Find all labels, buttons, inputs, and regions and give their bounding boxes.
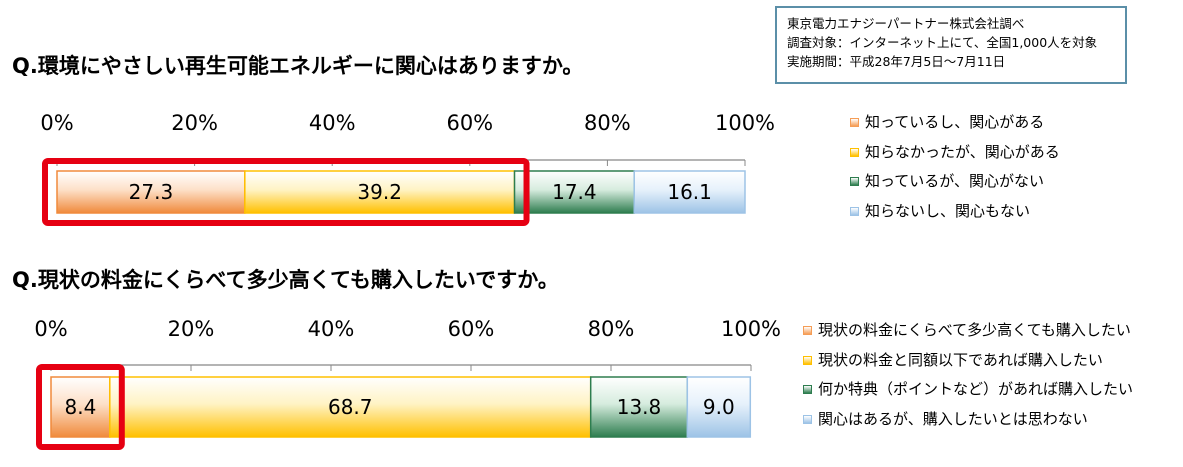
tick-label: 60% [448, 317, 495, 341]
legend-label: 何か特典（ポイントなど）があれば購入したい [818, 380, 1134, 398]
legend-label: 知っているが、関心がない [865, 172, 1044, 190]
source-line-3: 実施期間：平成28年7月5日～7月11日 [787, 54, 1006, 69]
tick-label: 60% [446, 111, 493, 135]
legend-item: 知っているが、関心がない [850, 167, 1060, 197]
bar-segment [513, 170, 635, 214]
tick-label: 100% [721, 317, 781, 341]
tick-label: 80% [588, 317, 635, 341]
data-label: 8.4 [64, 395, 96, 419]
bar-segment [686, 376, 752, 438]
bar-segment [244, 170, 516, 214]
legend-item: 知っているし、関心がある [850, 108, 1060, 138]
data-label: 27.3 [129, 180, 174, 204]
legend-label: 関心はあるが、購入したいとは思わない [818, 409, 1088, 428]
question-2-title: Q.現状の料金にくらべて多少高くても購入したいですか。 [12, 268, 559, 292]
question-1-title: Q.環境にやさしい再生可能エネルギーに関心はありますか。 [12, 54, 584, 78]
tick-label: 20% [168, 317, 215, 341]
legend-swatch [803, 414, 812, 424]
tick-label: 0% [34, 317, 67, 341]
legend-swatch [850, 177, 859, 187]
legend-swatch [850, 147, 859, 157]
source-line-2: 調査対象：インターネット上にて、全国1,000人を対象 [787, 35, 1098, 50]
bar-segment [109, 376, 592, 438]
legend-label: 知らなかったが、関心がある [865, 142, 1060, 161]
bar-segment [56, 170, 246, 214]
bar-segment [633, 170, 746, 214]
legend-swatch [803, 355, 812, 365]
legend-item: 現状の料金にくらべて多少高くても購入したい [803, 316, 1133, 346]
tick-label: 20% [171, 111, 218, 135]
data-label: 17.4 [552, 180, 597, 204]
legend-item: 知らないし、関心もない [850, 197, 1060, 227]
legend-item: 関心はあるが、購入したいとは思わない [803, 405, 1133, 435]
legend-swatch [850, 118, 859, 128]
data-label: 16.1 [667, 180, 712, 204]
legend-swatch [850, 206, 859, 216]
legend-item: 何か特典（ポイントなど）があれば購入したい [803, 375, 1133, 405]
tick-label: 0% [40, 111, 73, 135]
bar-segment [50, 376, 111, 438]
source-note-box: 東京電力エナジーパートナー株式会社調べ 調査対象：インターネット上にて、全国1,… [775, 6, 1127, 84]
legend-label: 知っているし、関心がある [865, 113, 1045, 131]
bar-segment [589, 376, 689, 438]
legend-item: 知らなかったが、関心がある [850, 138, 1060, 168]
data-label: 39.2 [357, 180, 402, 204]
legend-swatch [803, 326, 812, 336]
legend-label: 現状の料金にくらべて多少高くても購入したい [818, 321, 1131, 339]
legend-label: 知らないし、関心もない [865, 201, 1031, 220]
data-label: 13.8 [617, 395, 662, 419]
tick-label: 40% [308, 317, 355, 341]
tick-label: 100% [715, 111, 775, 135]
legend-item: 現状の料金と同額以下であれば購入したい [803, 346, 1133, 376]
tick-label: 40% [309, 111, 356, 135]
legend-swatch [803, 385, 812, 395]
legend-chart-1: 知っているし、関心がある 知らなかったが、関心がある 知っているが、関心がない 知らな… [850, 108, 1060, 226]
highlight-frame [36, 364, 125, 450]
legend-label: 現状の料金と同額以下であれば購入したい [818, 350, 1103, 369]
tick-label: 80% [584, 111, 631, 135]
data-label: 68.7 [328, 395, 373, 419]
source-line-1: 東京電力エナジーパートナー株式会社調べ [787, 16, 1025, 31]
highlight-frame [42, 158, 530, 226]
legend-chart-2: 現状の料金にくらべて多少高くても購入したい 現状の料金と同額以下であれば購入したい… [803, 316, 1133, 434]
data-label: 9.0 [703, 395, 735, 419]
